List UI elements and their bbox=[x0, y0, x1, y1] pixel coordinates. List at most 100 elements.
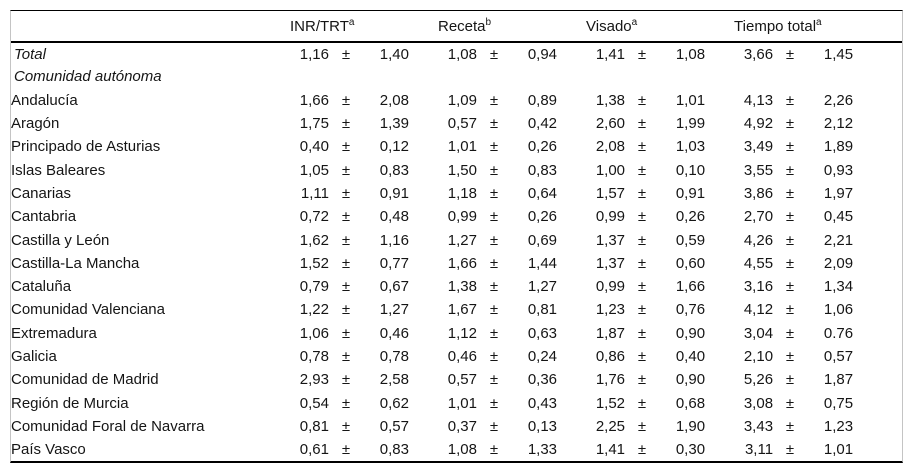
plus-minus-sign: ± bbox=[637, 324, 647, 342]
plus-minus-sign: ± bbox=[489, 324, 499, 342]
column-spacer bbox=[557, 275, 583, 298]
footnote-marker: b bbox=[485, 16, 492, 28]
mean-value: 1,06 bbox=[299, 324, 329, 342]
mean-value: 1,37 bbox=[595, 254, 626, 272]
row-label-header bbox=[11, 11, 287, 42]
row-label: Aragón bbox=[11, 115, 60, 133]
mean-value: 1,08 bbox=[447, 441, 477, 459]
plus-minus-sign: ± bbox=[341, 348, 351, 365]
mean-value: 4,26 bbox=[743, 231, 774, 249]
mean-value: 1,66 bbox=[447, 254, 477, 272]
row-label: País Vasco bbox=[11, 441, 86, 459]
column-spacer bbox=[409, 298, 435, 321]
column-spacer bbox=[705, 65, 731, 88]
table-row: Castilla y León 1,62 ± 1,16 1,27 ± 0,69 … bbox=[11, 228, 902, 251]
mean-value: 3,55 bbox=[743, 161, 774, 179]
table-row: Canarias 1,11 ± 0,91 1,18 ± 0,64 1,57 ± … bbox=[11, 182, 902, 205]
column-spacer bbox=[409, 252, 435, 275]
plus-minus-sign: ± bbox=[489, 161, 499, 179]
sd-value: 0,26 bbox=[527, 208, 558, 226]
mean-value: 3,11 bbox=[744, 441, 774, 459]
plus-minus-sign: ± bbox=[489, 417, 499, 435]
sd-value: 1,66 bbox=[675, 278, 706, 296]
sd-value: 0,91 bbox=[379, 184, 409, 202]
mean-value: 3,43 bbox=[743, 417, 774, 435]
mean-value: 1,66 bbox=[299, 91, 329, 109]
column-spacer bbox=[557, 228, 583, 251]
plus-minus-sign: ± bbox=[637, 441, 647, 459]
column-spacer bbox=[853, 252, 902, 275]
plus-minus-sign: ± bbox=[785, 231, 795, 249]
mean-value: 3,86 bbox=[743, 184, 774, 202]
column-spacer bbox=[853, 65, 902, 88]
table-row: País Vasco 0,61 ± 0,83 1,08 ± 1,33 1,41 … bbox=[11, 438, 902, 461]
sd-value: 0,57 bbox=[379, 417, 409, 435]
plus-minus-sign: ± bbox=[637, 184, 647, 202]
column-spacer bbox=[853, 322, 902, 345]
column-spacer bbox=[557, 42, 583, 65]
sd-value: 0.76 bbox=[823, 324, 854, 342]
sd-value: 0,63 bbox=[527, 324, 558, 342]
table-row: Principado de Asturias 0,40 ± 0,12 1,01 … bbox=[11, 135, 902, 158]
mean-value: 1,08 bbox=[447, 45, 477, 63]
plus-minus-sign: ± bbox=[785, 417, 795, 435]
mean-value bbox=[583, 65, 625, 88]
sd-value: 0,30 bbox=[675, 441, 706, 459]
column-spacer bbox=[853, 228, 902, 251]
sd-value: 0,43 bbox=[527, 394, 558, 412]
table-header-row: INR/TRTa Recetab Visadoa Tiempo totala bbox=[11, 11, 902, 42]
mean-value: 1,41 bbox=[595, 45, 626, 63]
column-spacer bbox=[409, 89, 435, 112]
plus-minus-sign: ± bbox=[785, 45, 795, 63]
plus-minus-sign: ± bbox=[637, 417, 647, 435]
mean-value: 1,75 bbox=[299, 115, 329, 133]
mean-value: 0,79 bbox=[299, 278, 329, 296]
mean-value: 1,52 bbox=[595, 394, 626, 412]
sd-value: 0,83 bbox=[379, 161, 409, 179]
col-header-label: INR/TRT bbox=[290, 17, 349, 35]
column-spacer bbox=[409, 182, 435, 205]
plus-minus-sign: ± bbox=[341, 91, 351, 109]
sd-value: 0,78 bbox=[379, 348, 409, 365]
plus-minus-sign: ± bbox=[637, 208, 647, 226]
mean-value: 4,92 bbox=[743, 115, 774, 133]
column-spacer bbox=[409, 112, 435, 135]
plus-minus-sign: ± bbox=[785, 138, 795, 156]
sd-value: 0,12 bbox=[379, 138, 409, 156]
table-row: Comunidad de Madrid 2,93 ± 2,58 0,57 ± 0… bbox=[11, 368, 902, 391]
sd-value: 1,01 bbox=[823, 441, 854, 459]
column-spacer bbox=[409, 205, 435, 228]
sd-value: 1,89 bbox=[823, 138, 854, 156]
column-spacer bbox=[409, 368, 435, 391]
mean-value: 5,26 bbox=[743, 371, 774, 389]
column-spacer bbox=[853, 42, 902, 65]
plus-minus-sign: ± bbox=[785, 441, 795, 459]
plus-minus-sign: ± bbox=[785, 394, 795, 412]
mean-value: 0,81 bbox=[299, 417, 329, 435]
table-row: Cataluña 0,79 ± 0,67 1,38 ± 1,27 0,99 ± … bbox=[11, 275, 902, 298]
col-header-label: Visado bbox=[586, 17, 632, 35]
plus-minus-sign: ± bbox=[637, 394, 647, 412]
plus-minus-sign bbox=[625, 65, 659, 88]
sd-value: 0,77 bbox=[379, 254, 409, 272]
plus-minus-sign: ± bbox=[785, 301, 795, 319]
plus-minus-sign: ± bbox=[785, 91, 795, 109]
mean-value: 3,04 bbox=[743, 324, 774, 342]
plus-minus-sign: ± bbox=[489, 231, 499, 249]
row-label: Extremadura bbox=[11, 324, 97, 342]
table-row: Aragón 1,75 ± 1,39 0,57 ± 0,42 2,60 ± 1,… bbox=[11, 112, 902, 135]
table-row: Comunidad autónoma bbox=[11, 65, 902, 88]
column-spacer bbox=[705, 345, 731, 368]
mean-value: 0,40 bbox=[299, 138, 329, 156]
row-label: Castilla-La Mancha bbox=[11, 254, 140, 272]
column-spacer bbox=[557, 391, 583, 414]
sd-value: 1,01 bbox=[675, 91, 706, 109]
column-spacer bbox=[705, 275, 731, 298]
mean-value: 1,62 bbox=[299, 231, 329, 249]
mean-value: 0,86 bbox=[595, 348, 626, 365]
sd-value: 0,64 bbox=[527, 184, 558, 202]
column-spacer bbox=[853, 298, 902, 321]
plus-minus-sign bbox=[329, 65, 363, 88]
mean-value: 1,38 bbox=[595, 91, 626, 109]
sd-value: 2,21 bbox=[823, 231, 854, 249]
